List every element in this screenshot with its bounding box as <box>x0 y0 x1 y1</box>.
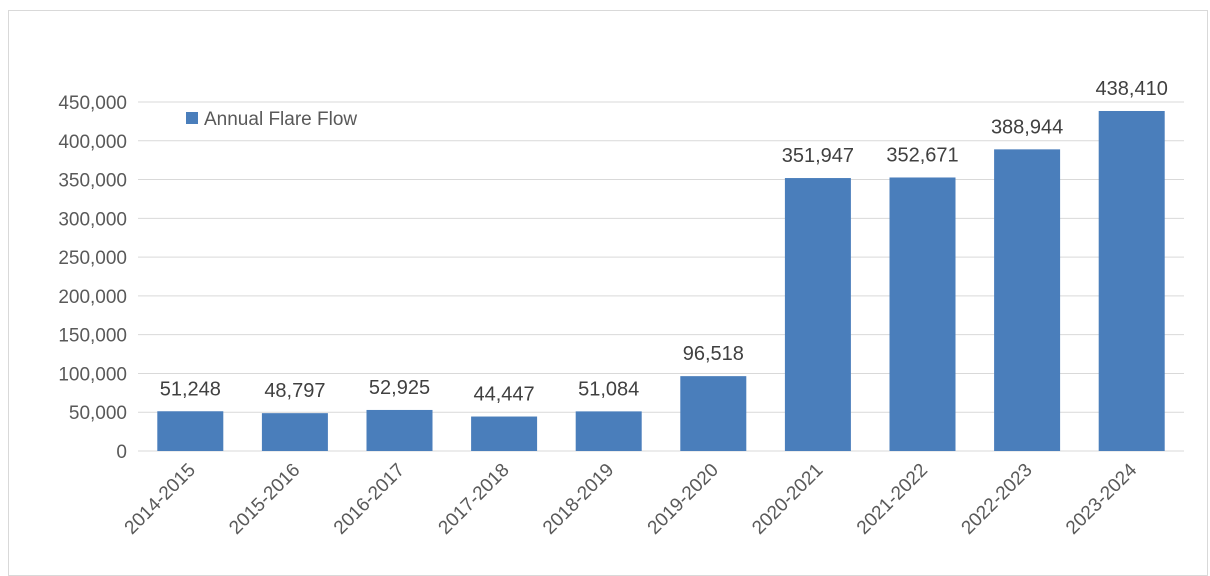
data-label: 351,947 <box>782 145 854 167</box>
data-label: 51,084 <box>578 378 639 400</box>
data-label: 96,518 <box>683 343 744 365</box>
x-axis: 2014-2015 2015-2016 2016-2017 2017-2018 2018… <box>121 459 1142 538</box>
bar <box>575 411 642 451</box>
bar <box>889 177 956 451</box>
bar <box>366 409 433 451</box>
x-tick-label: 2018-2019 <box>539 460 618 539</box>
data-label: 48,797 <box>264 380 325 402</box>
data-label: 51,248 <box>160 378 221 400</box>
data-label: 438,410 <box>1096 78 1168 100</box>
y-tick-label: 100,000 <box>58 364 127 385</box>
y-tick-label: 450,000 <box>58 93 127 114</box>
x-tick-label: 2017-2018 <box>435 460 514 539</box>
y-tick-label: 50,000 <box>69 403 127 424</box>
data-labels: 51,248 48,797 52,925 44,447 51,084 96,518 351,… <box>160 78 1168 406</box>
bar <box>1098 110 1165 452</box>
y-tick-label: 350,000 <box>58 171 127 192</box>
data-label: 44,447 <box>474 384 535 406</box>
bar <box>157 411 224 451</box>
data-label: 388,944 <box>991 116 1063 138</box>
x-tick-label: 2023-2024 <box>1062 459 1141 538</box>
y-axis: 0 50,000 100,000 150,000 200,000 250,000 300,0… <box>58 93 127 463</box>
bar <box>994 149 1061 451</box>
x-tick-label: 2015-2016 <box>225 460 304 539</box>
x-tick-label: 2022-2023 <box>958 460 1037 539</box>
legend: Annual Flare Flow <box>186 109 357 130</box>
legend-label: Annual Flare Flow <box>204 109 357 130</box>
bar <box>471 416 538 451</box>
x-tick-label: 2019-2020 <box>644 460 723 539</box>
y-tick-label: 300,000 <box>58 209 127 230</box>
x-tick-label: 2014-2015 <box>121 460 200 539</box>
bar <box>680 376 747 451</box>
data-label: 352,671 <box>886 144 958 166</box>
y-tick-label: 200,000 <box>58 287 127 308</box>
y-tick-label: 250,000 <box>58 248 127 269</box>
y-tick-label: 150,000 <box>58 326 127 347</box>
data-label: 52,925 <box>369 377 430 399</box>
x-tick-label: 2016-2017 <box>330 460 409 539</box>
bar <box>261 413 328 451</box>
y-tick-label: 400,000 <box>58 132 127 153</box>
x-tick-label: 2021-2022 <box>853 460 932 539</box>
bars <box>157 110 1165 452</box>
bar <box>784 178 851 452</box>
x-tick-label: 2020-2021 <box>748 460 827 539</box>
y-tick-label: 0 <box>116 442 127 463</box>
legend-swatch <box>186 112 198 124</box>
